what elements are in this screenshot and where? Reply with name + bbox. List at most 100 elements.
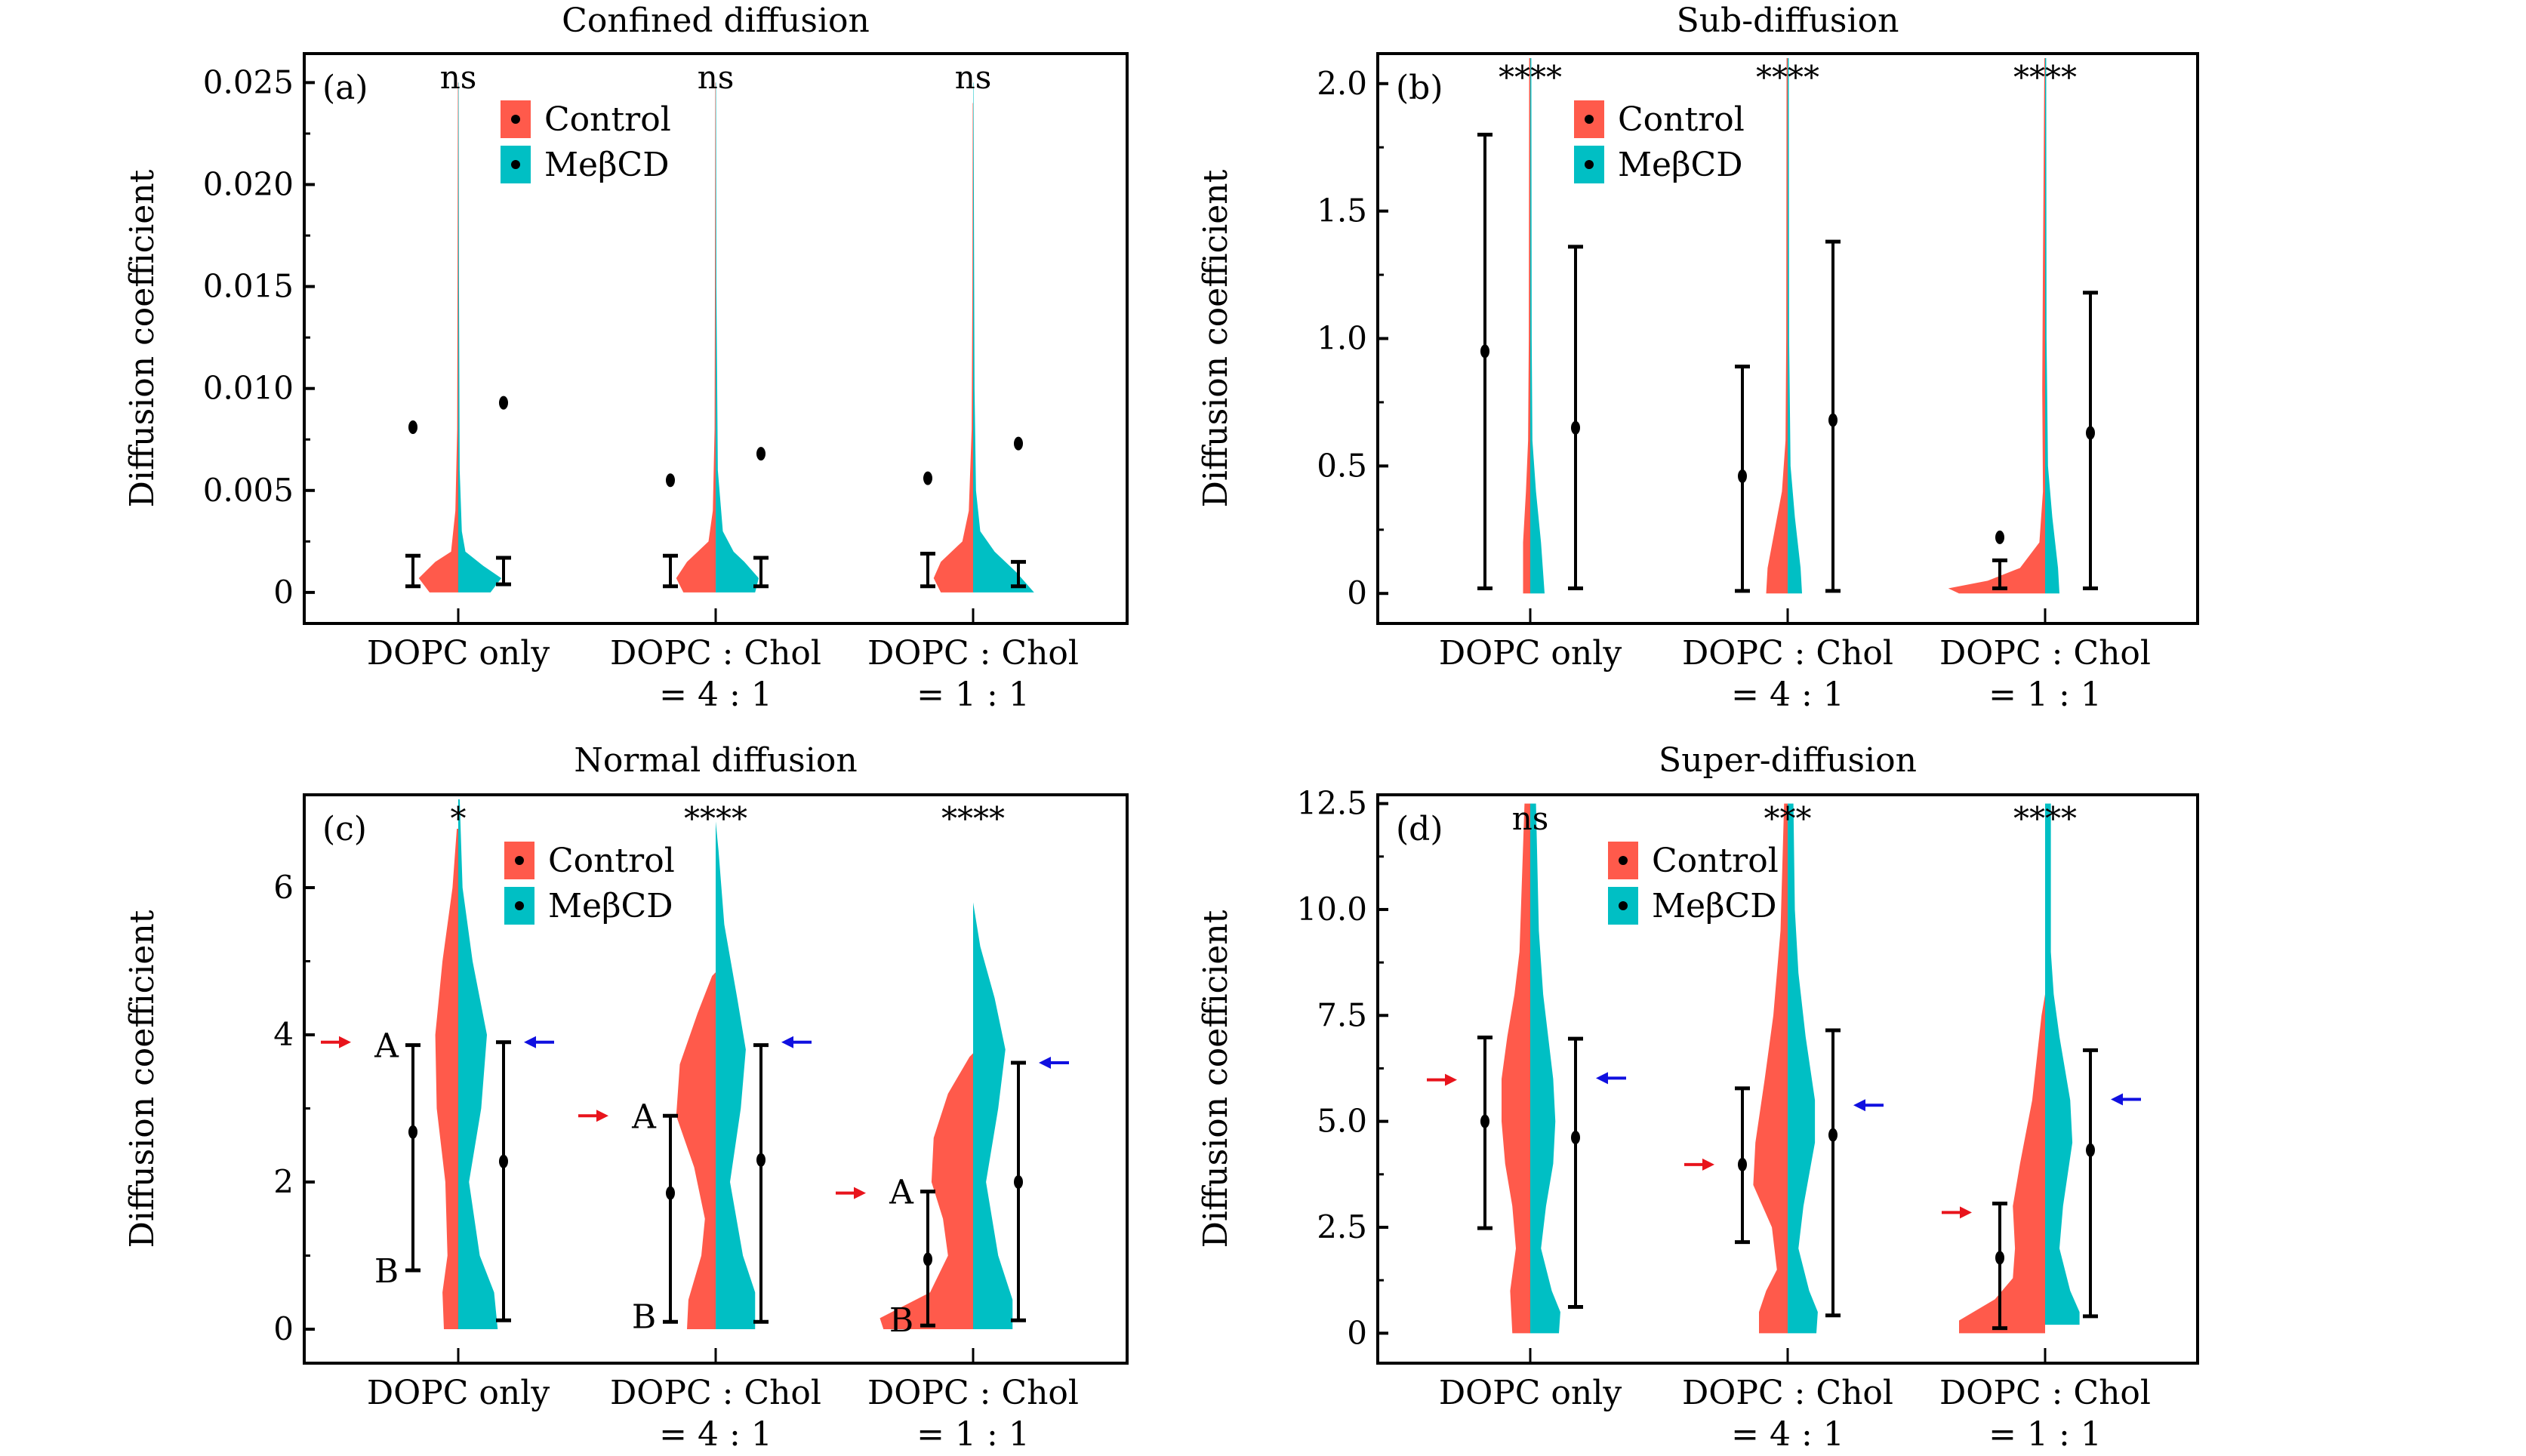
x-tick-label: DOPC : Chol (610, 1374, 821, 1412)
x-tick-label: = 1 : 1 (916, 1415, 1030, 1454)
red-arrowhead-icon (854, 1187, 866, 1199)
violin-half-control (418, 82, 458, 593)
violin-half-control (1502, 803, 1530, 1334)
mean-point (1738, 1157, 1747, 1171)
outlier-point (923, 471, 932, 485)
mean-point (1995, 1251, 2004, 1265)
red-arrowhead-icon (339, 1036, 351, 1048)
significance-label: **** (1499, 59, 1562, 96)
panel-label: (d) (1396, 810, 1443, 848)
y-tick-label: 10.0 (1296, 891, 1367, 928)
peak-label-a: A (889, 1174, 914, 1212)
legend-dot (515, 856, 524, 865)
x-tick-label: DOPC only (367, 1374, 550, 1412)
outlier-point (499, 396, 508, 410)
legend-label: MeβCD (544, 146, 669, 184)
panel-title: Normal diffusion (574, 741, 857, 780)
violins (435, 799, 1013, 1329)
violin-half-control (676, 972, 716, 1329)
y-tick-label: 2 (273, 1163, 294, 1200)
legend-dot (1619, 901, 1628, 910)
violins (1502, 803, 2080, 1334)
violins (418, 82, 1034, 593)
legend-dot (511, 160, 520, 169)
violin-half-mebcd (716, 821, 756, 1329)
red-arrowhead-icon (1960, 1206, 1972, 1219)
mean-point (923, 1252, 932, 1267)
panel-c: Normal diffusion Diffusion coefficient A B A… (123, 741, 1129, 1454)
peak-label-a: A (631, 1097, 657, 1136)
significance-label: ns (440, 59, 477, 96)
panel-title: Super-diffusion (1659, 741, 1917, 780)
significance-label: ns (698, 59, 735, 96)
significance-label: **** (1756, 59, 1819, 96)
x-tick-label: DOPC : Chol (867, 634, 1079, 673)
outlier-point (1995, 530, 2004, 544)
x-tick-label: DOPC : Chol (1939, 1374, 2151, 1412)
outlier-point (756, 447, 766, 461)
y-tick-label: 2.5 (1317, 1208, 1367, 1245)
violin-half-control (1959, 994, 2045, 1334)
significance-label: **** (684, 800, 747, 837)
mean-point (1571, 1130, 1580, 1144)
violin-half-control (676, 82, 716, 593)
x-tick-label: = 4 : 1 (1731, 1415, 1844, 1454)
y-tick-label: 0 (273, 1310, 294, 1347)
legend-dot (511, 115, 520, 124)
significance-label: **** (2013, 59, 2077, 96)
violin-half-control (1948, 58, 2045, 594)
significance-label: ns (1512, 800, 1549, 837)
violin-half-control (879, 1053, 973, 1329)
red-arrowhead-icon (596, 1110, 608, 1122)
significance-label: * (451, 800, 467, 837)
panel-d: Super-diffusion Diffusion coefficient ns **… (1197, 741, 2199, 1454)
y-tick-label: 5.0 (1317, 1103, 1367, 1140)
y-axis-label: Diffusion coefficient (123, 169, 162, 507)
y-tick-label: 4 (273, 1016, 294, 1053)
y-tick-label: 1.0 (1317, 320, 1367, 357)
violin-half-control (1523, 58, 1530, 594)
outlier-point (1014, 436, 1023, 451)
x-tick-label: DOPC only (1439, 634, 1622, 673)
violin-half-mebcd (1530, 803, 1560, 1334)
violin-half-mebcd (716, 82, 759, 593)
y-tick-label: 6 (273, 869, 294, 906)
panel-b: Sub-diffusion Diffusion coefficient **** **… (1197, 2, 2199, 714)
y-tick-label: 0 (1347, 1314, 1367, 1351)
blue-arrowhead-icon (1853, 1099, 1865, 1112)
x-tick-label: = 4 : 1 (659, 1415, 772, 1454)
panel-label: (a) (322, 69, 368, 107)
blue-arrowhead-icon (2111, 1093, 2123, 1106)
red-arrowhead-icon (1445, 1073, 1457, 1086)
significance-label: ns (955, 59, 992, 96)
y-axis-label: Diffusion coefficient (1197, 910, 1235, 1248)
panel-label: (c) (322, 810, 367, 848)
mean-point (1738, 469, 1747, 483)
y-tick-label: 0.020 (203, 166, 294, 203)
mean-point (1571, 420, 1580, 435)
peak-label-b: B (889, 1301, 913, 1340)
x-tick-label: = 1 : 1 (916, 676, 1030, 714)
violin-half-mebcd (2045, 803, 2080, 1325)
significance-label: **** (941, 800, 1005, 837)
mean-point (1828, 413, 1838, 427)
y-tick-label: 7.5 (1317, 996, 1367, 1033)
x-tick-label: = 4 : 1 (1731, 676, 1844, 714)
mean-point (756, 1153, 766, 1167)
y-tick-label: 0 (1347, 574, 1367, 611)
blue-arrowhead-icon (781, 1036, 793, 1048)
violin-half-control (1753, 803, 1788, 1334)
y-tick-label: 0.005 (203, 472, 294, 509)
x-tick-label: DOPC : Chol (867, 1374, 1079, 1412)
x-tick-label: DOPC : Chol (1682, 634, 1893, 673)
x-tick-label: = 1 : 1 (1988, 1415, 2102, 1454)
legend-label: MeβCD (548, 887, 673, 925)
violin-half-mebcd (973, 82, 1034, 593)
peak-label-a: A (374, 1027, 399, 1066)
panel-a: Confined diffusion Diffusion coefficient n… (123, 2, 1129, 714)
y-tick-label: 0.010 (203, 370, 294, 407)
x-tick-label: DOPC only (367, 634, 550, 673)
y-tick-label: 1.5 (1317, 192, 1367, 229)
mean-point (408, 1125, 417, 1139)
